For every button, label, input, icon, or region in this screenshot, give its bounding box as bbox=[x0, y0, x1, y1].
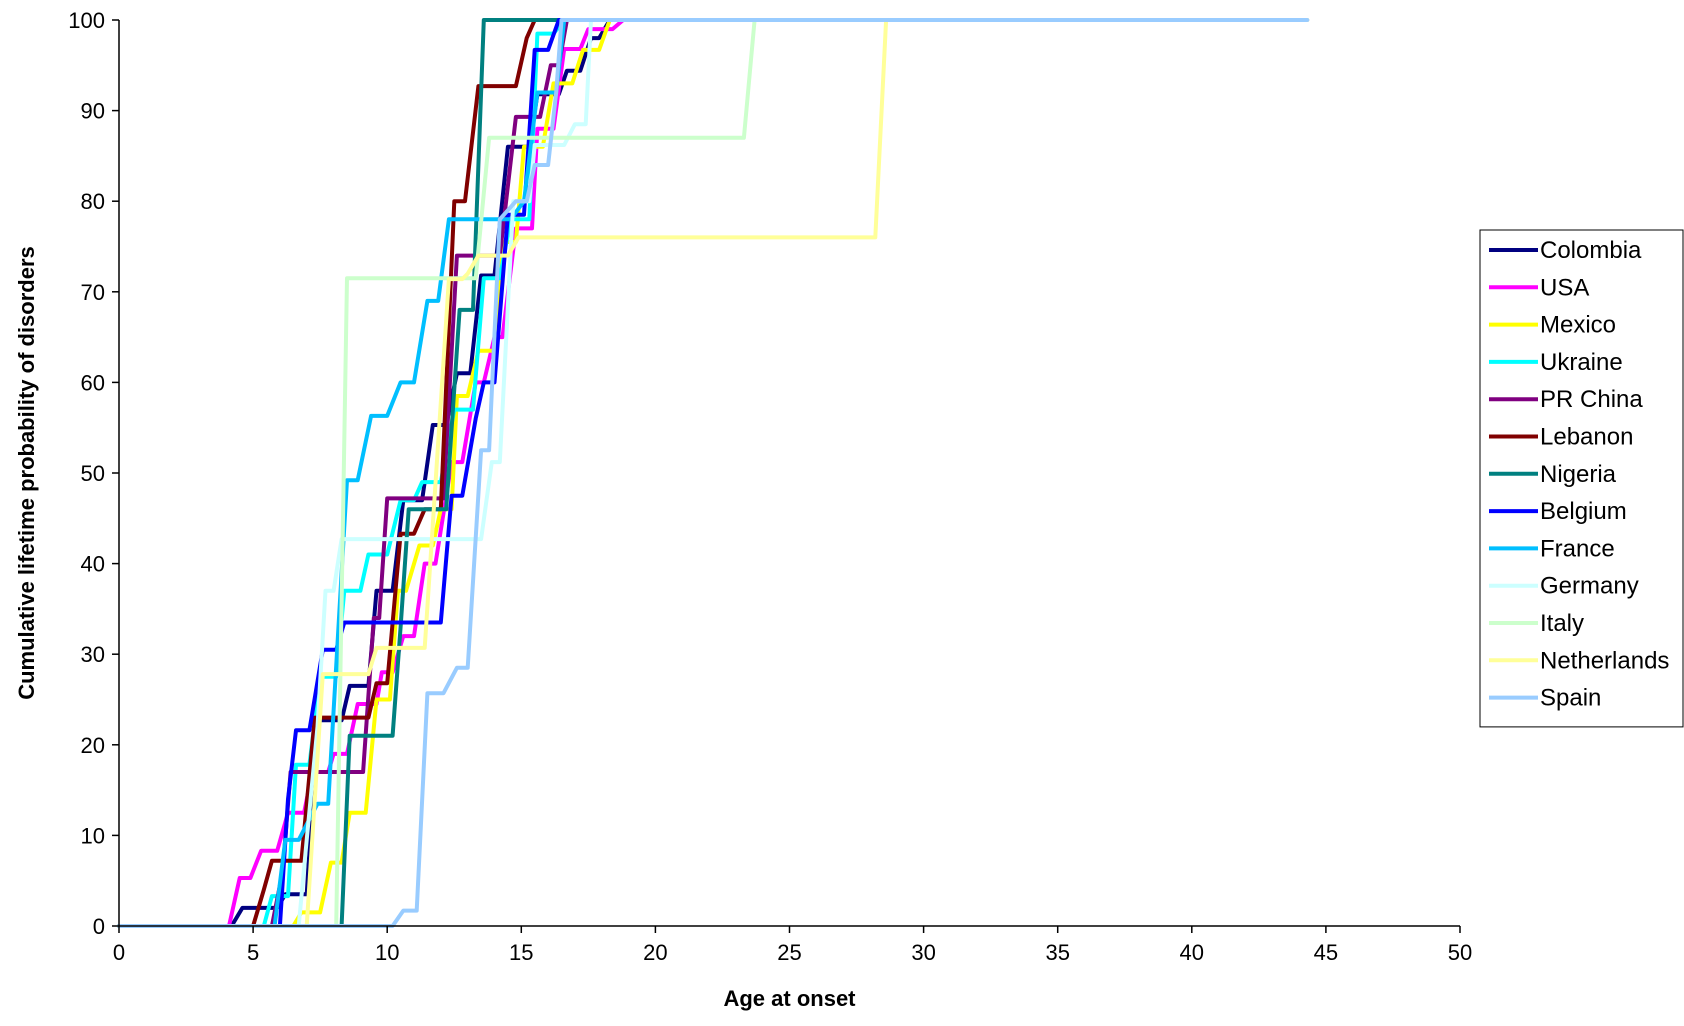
series-line-usa bbox=[117, 18, 1310, 928]
legend-label: Colombia bbox=[1540, 237, 1642, 264]
y-tick-label: 30 bbox=[81, 642, 105, 667]
series-line-pr-china bbox=[117, 18, 1310, 928]
y-tick-label: 20 bbox=[81, 733, 105, 758]
legend-item-netherlands: Netherlands bbox=[1489, 647, 1669, 674]
legend-label: Lebanon bbox=[1540, 424, 1633, 451]
x-tick-label: 30 bbox=[911, 940, 935, 965]
legend-item-france: France bbox=[1489, 535, 1615, 562]
series-line-colombia bbox=[117, 18, 1310, 928]
series-line-lebanon bbox=[117, 18, 1310, 928]
y-axis-ticks: 0 10 20 30 40 50 60 70 80 90 100 bbox=[68, 8, 119, 939]
legend-label: Mexico bbox=[1540, 312, 1616, 339]
legend-item-ukraine: Ukraine bbox=[1489, 349, 1623, 376]
x-tick-label: 25 bbox=[777, 940, 801, 965]
legend-label: Ukraine bbox=[1540, 349, 1623, 376]
plot-lines bbox=[117, 18, 1310, 928]
legend-item-germany: Germany bbox=[1489, 573, 1639, 600]
y-tick-label: 60 bbox=[81, 370, 105, 395]
x-tick-label: 35 bbox=[1045, 940, 1069, 965]
y-tick-label: 80 bbox=[81, 189, 105, 214]
legend-items: Colombia USA Mexico Ukraine PR China Lebanon N… bbox=[1489, 237, 1669, 712]
legend-item-pr-china: PR China bbox=[1489, 386, 1643, 413]
series-line-germany bbox=[117, 18, 1310, 928]
x-tick-label: 40 bbox=[1180, 940, 1204, 965]
series-line-belgium bbox=[117, 18, 1310, 928]
legend-box bbox=[1479, 229, 1684, 728]
legend-label: USA bbox=[1540, 274, 1589, 301]
y-tick-label: 0 bbox=[93, 914, 105, 939]
legend-label: Netherlands bbox=[1540, 647, 1669, 674]
legend-label: Germany bbox=[1540, 573, 1639, 600]
x-tick-label: 50 bbox=[1448, 940, 1472, 965]
legend-label: Nigeria bbox=[1540, 461, 1617, 488]
x-tick-label: 15 bbox=[509, 940, 533, 965]
legend-label: Belgium bbox=[1540, 498, 1627, 525]
legend-item-spain: Spain bbox=[1489, 685, 1601, 712]
axes bbox=[118, 20, 1460, 927]
y-tick-label: 90 bbox=[81, 99, 105, 124]
x-tick-label: 10 bbox=[375, 940, 399, 965]
legend-label: Italy bbox=[1540, 610, 1584, 637]
y-axis-title: Cumulative lifetime probability of disor… bbox=[14, 246, 39, 700]
legend-item-belgium: Belgium bbox=[1489, 498, 1627, 525]
y-tick-label: 70 bbox=[81, 280, 105, 305]
x-tick-label: 5 bbox=[247, 940, 259, 965]
y-tick-label: 10 bbox=[81, 823, 105, 848]
series-line-france bbox=[117, 18, 1310, 928]
series-line-mexico bbox=[117, 18, 1310, 928]
series-line-ukraine bbox=[117, 18, 1310, 928]
series-line-italy bbox=[117, 18, 1310, 928]
legend-label: France bbox=[1540, 535, 1615, 562]
y-tick-label: 50 bbox=[81, 461, 105, 486]
legend-label: Spain bbox=[1540, 685, 1601, 712]
legend-item-mexico: Mexico bbox=[1489, 312, 1616, 339]
x-axis-ticks: 0 5 10 15 20 25 30 35 40 45 50 bbox=[113, 926, 1472, 965]
x-tick-label: 20 bbox=[643, 940, 667, 965]
legend-item-usa: USA bbox=[1489, 274, 1589, 301]
legend: Colombia USA Mexico Ukraine PR China Lebanon N… bbox=[1479, 229, 1684, 728]
legend-item-lebanon: Lebanon bbox=[1489, 424, 1633, 451]
legend-item-nigeria: Nigeria bbox=[1489, 461, 1617, 488]
legend-item-colombia: Colombia bbox=[1489, 237, 1642, 264]
y-tick-label: 100 bbox=[68, 8, 105, 33]
y-tick-label: 40 bbox=[81, 552, 105, 577]
series-line-netherlands bbox=[117, 18, 1310, 928]
x-axis-title: Age at onset bbox=[723, 986, 856, 1011]
series-line-nigeria bbox=[117, 18, 1310, 928]
x-tick-label: 0 bbox=[113, 940, 125, 965]
series-line-spain bbox=[117, 18, 1310, 928]
x-tick-label: 45 bbox=[1314, 940, 1338, 965]
legend-label: PR China bbox=[1540, 386, 1643, 413]
legend-item-italy: Italy bbox=[1489, 610, 1584, 637]
